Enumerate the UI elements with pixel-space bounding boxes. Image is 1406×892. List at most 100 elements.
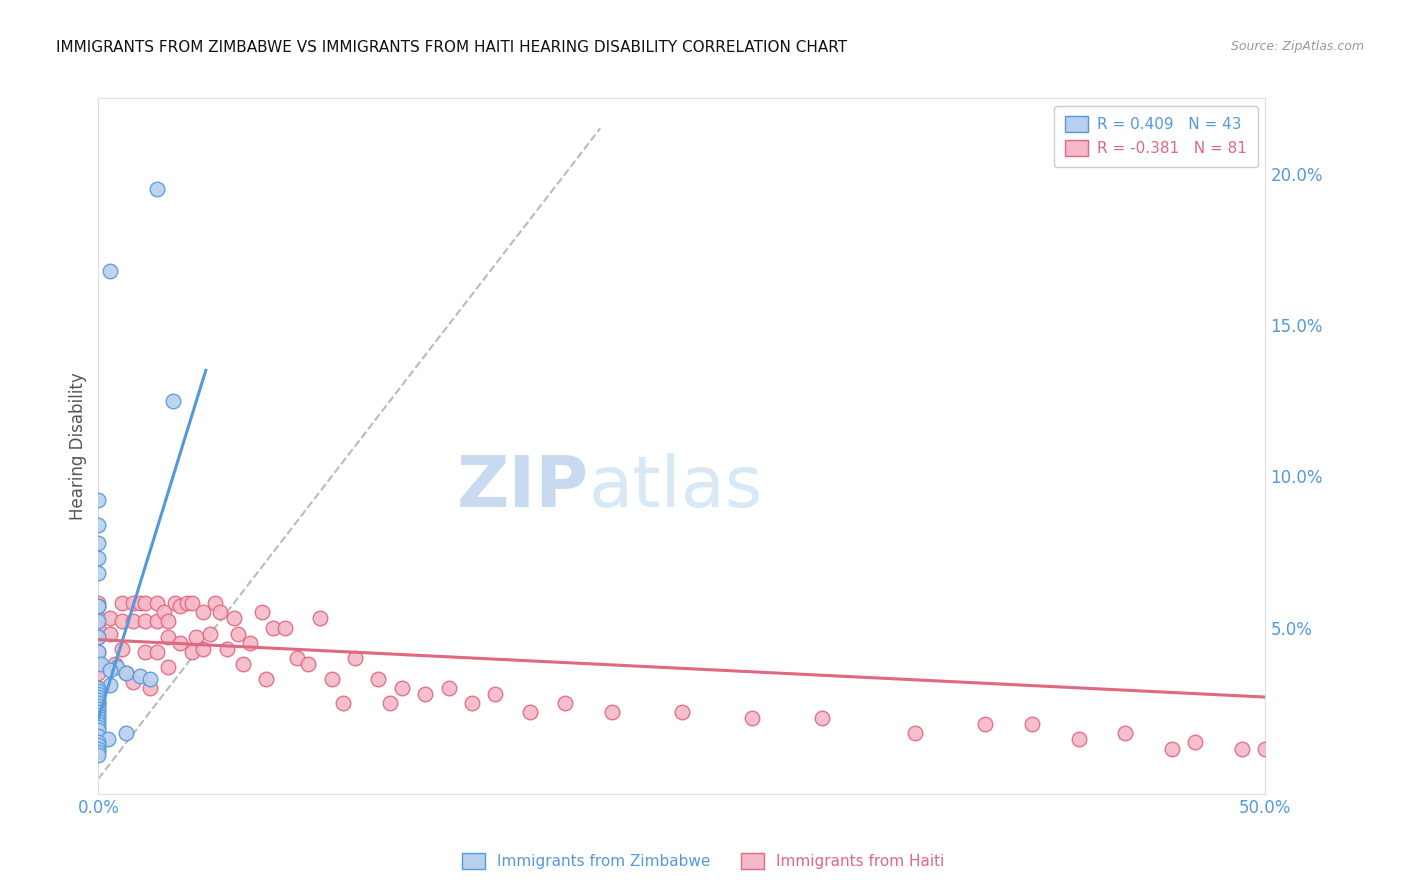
Point — [87, 665, 110, 680]
Point — [332, 696, 354, 710]
Point — [111, 615, 134, 629]
Point — [122, 675, 145, 690]
Point — [87, 599, 110, 614]
Text: Source: ZipAtlas.com: Source: ZipAtlas.com — [1230, 40, 1364, 54]
Point — [215, 641, 238, 656]
Point — [104, 657, 127, 671]
Point — [87, 645, 110, 659]
Point — [1021, 717, 1043, 731]
Point — [484, 687, 506, 701]
Point — [554, 696, 576, 710]
Point — [180, 596, 202, 610]
Point — [87, 611, 110, 625]
Point — [87, 696, 110, 710]
Point — [413, 687, 436, 701]
Point — [98, 611, 121, 625]
Point — [87, 708, 110, 723]
Point — [309, 611, 332, 625]
Point — [671, 705, 693, 719]
Point — [146, 615, 169, 629]
Point — [200, 626, 222, 640]
Point — [378, 696, 402, 710]
Point — [146, 596, 169, 610]
Point — [87, 566, 110, 580]
Point — [115, 665, 138, 680]
Point — [87, 702, 110, 716]
Point — [519, 705, 541, 719]
Text: ZIP: ZIP — [457, 453, 589, 522]
Point — [129, 596, 152, 610]
Point — [239, 635, 262, 649]
Point — [741, 711, 763, 725]
Point — [600, 705, 623, 719]
Point — [204, 596, 226, 610]
Point — [176, 596, 198, 610]
Point — [87, 705, 110, 719]
Point — [87, 681, 110, 695]
Point — [87, 717, 110, 731]
Point — [87, 745, 110, 759]
Point — [87, 681, 110, 695]
Point — [111, 641, 134, 656]
Point — [98, 663, 121, 677]
Point — [1230, 741, 1253, 756]
Text: atlas: atlas — [589, 453, 763, 522]
Point — [87, 550, 110, 565]
Point — [169, 635, 191, 649]
Point — [297, 657, 319, 671]
Point — [157, 630, 180, 644]
Point — [437, 681, 460, 695]
Point — [139, 681, 162, 695]
Point — [87, 657, 110, 671]
Point — [157, 615, 180, 629]
Point — [232, 657, 254, 671]
Point — [157, 660, 180, 674]
Point — [186, 630, 208, 644]
Point — [87, 723, 110, 738]
Point — [87, 687, 110, 701]
Point — [87, 493, 110, 508]
Point — [111, 596, 134, 610]
Point — [274, 620, 297, 634]
Point — [1161, 741, 1184, 756]
Point — [87, 630, 110, 644]
Point — [87, 739, 110, 753]
Point — [180, 645, 202, 659]
Point — [105, 660, 128, 674]
Point — [87, 741, 110, 756]
Point — [146, 182, 169, 196]
Point — [146, 645, 169, 659]
Point — [134, 596, 156, 610]
Point — [285, 650, 308, 665]
Point — [1254, 741, 1277, 756]
Point — [208, 606, 231, 620]
Point — [87, 630, 110, 644]
Point — [129, 669, 152, 683]
Point — [87, 693, 110, 707]
Point — [87, 517, 110, 532]
Y-axis label: Hearing Disability: Hearing Disability — [69, 372, 87, 520]
Point — [98, 626, 121, 640]
Point — [1114, 726, 1136, 740]
Point — [87, 699, 110, 714]
Point — [222, 611, 245, 625]
Point — [391, 681, 413, 695]
Point — [87, 596, 110, 610]
Point — [87, 735, 110, 749]
Point — [122, 596, 145, 610]
Point — [115, 726, 138, 740]
Point — [97, 732, 120, 747]
Point — [250, 606, 273, 620]
Point — [811, 711, 834, 725]
Point — [1067, 732, 1090, 747]
Point — [367, 672, 389, 686]
Point — [152, 606, 174, 620]
Point — [169, 599, 191, 614]
Point — [87, 599, 110, 614]
Point — [87, 696, 110, 710]
Point — [98, 263, 121, 277]
Legend: R = 0.409   N = 43, R = -0.381   N = 81: R = 0.409 N = 43, R = -0.381 N = 81 — [1054, 106, 1258, 167]
Point — [90, 657, 112, 671]
Point — [98, 678, 121, 692]
Point — [165, 596, 187, 610]
